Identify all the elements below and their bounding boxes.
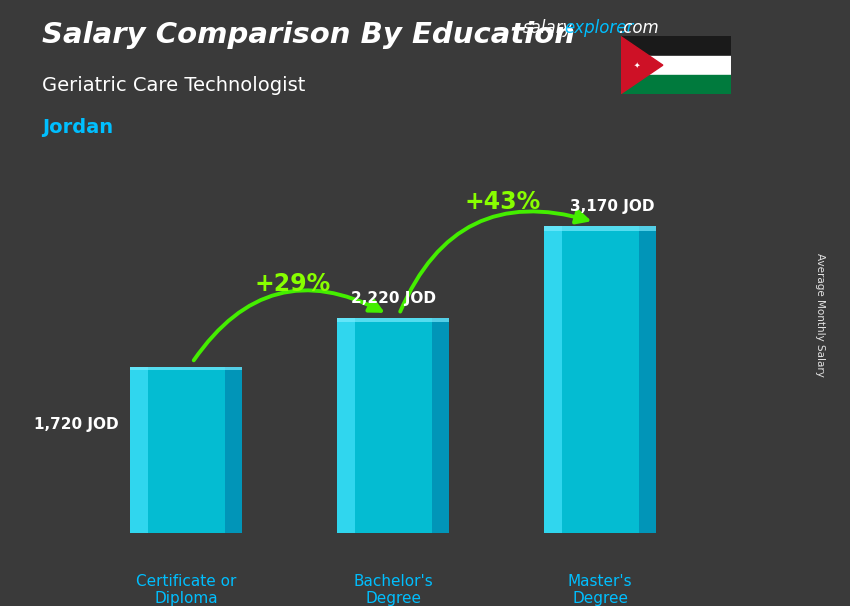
Bar	[544, 226, 562, 533]
Text: +43%: +43%	[464, 190, 541, 214]
Bar	[337, 318, 450, 533]
Text: Certificate or
Diploma: Certificate or Diploma	[136, 574, 236, 606]
Text: Master's
Degree: Master's Degree	[568, 574, 632, 606]
Bar	[638, 226, 656, 533]
Bar	[130, 367, 242, 533]
Text: Geriatric Care Technologist: Geriatric Care Technologist	[42, 76, 306, 95]
Text: 3,170 JOD: 3,170 JOD	[570, 199, 654, 215]
Text: ✦: ✦	[633, 61, 640, 70]
Text: explorer: explorer	[564, 19, 634, 38]
Bar	[620, 56, 731, 75]
Bar	[130, 367, 242, 370]
Bar	[337, 318, 354, 533]
Text: 1,720 JOD: 1,720 JOD	[34, 418, 118, 432]
Text: +29%: +29%	[254, 272, 331, 296]
Text: Bachelor's
Degree: Bachelor's Degree	[354, 574, 434, 606]
Bar	[130, 367, 148, 533]
Bar	[544, 226, 656, 533]
Polygon shape	[620, 36, 663, 94]
Text: Salary Comparison By Education: Salary Comparison By Education	[42, 21, 575, 49]
Bar	[224, 367, 242, 533]
Text: Jordan: Jordan	[42, 118, 114, 137]
Bar	[620, 75, 731, 94]
Text: salary: salary	[523, 19, 573, 38]
Text: .com: .com	[618, 19, 659, 38]
Text: 2,220 JOD: 2,220 JOD	[351, 291, 436, 307]
Bar	[337, 318, 450, 322]
Bar	[432, 318, 450, 533]
Text: Average Monthly Salary: Average Monthly Salary	[815, 253, 825, 377]
Bar	[620, 36, 731, 56]
Bar	[544, 226, 656, 231]
